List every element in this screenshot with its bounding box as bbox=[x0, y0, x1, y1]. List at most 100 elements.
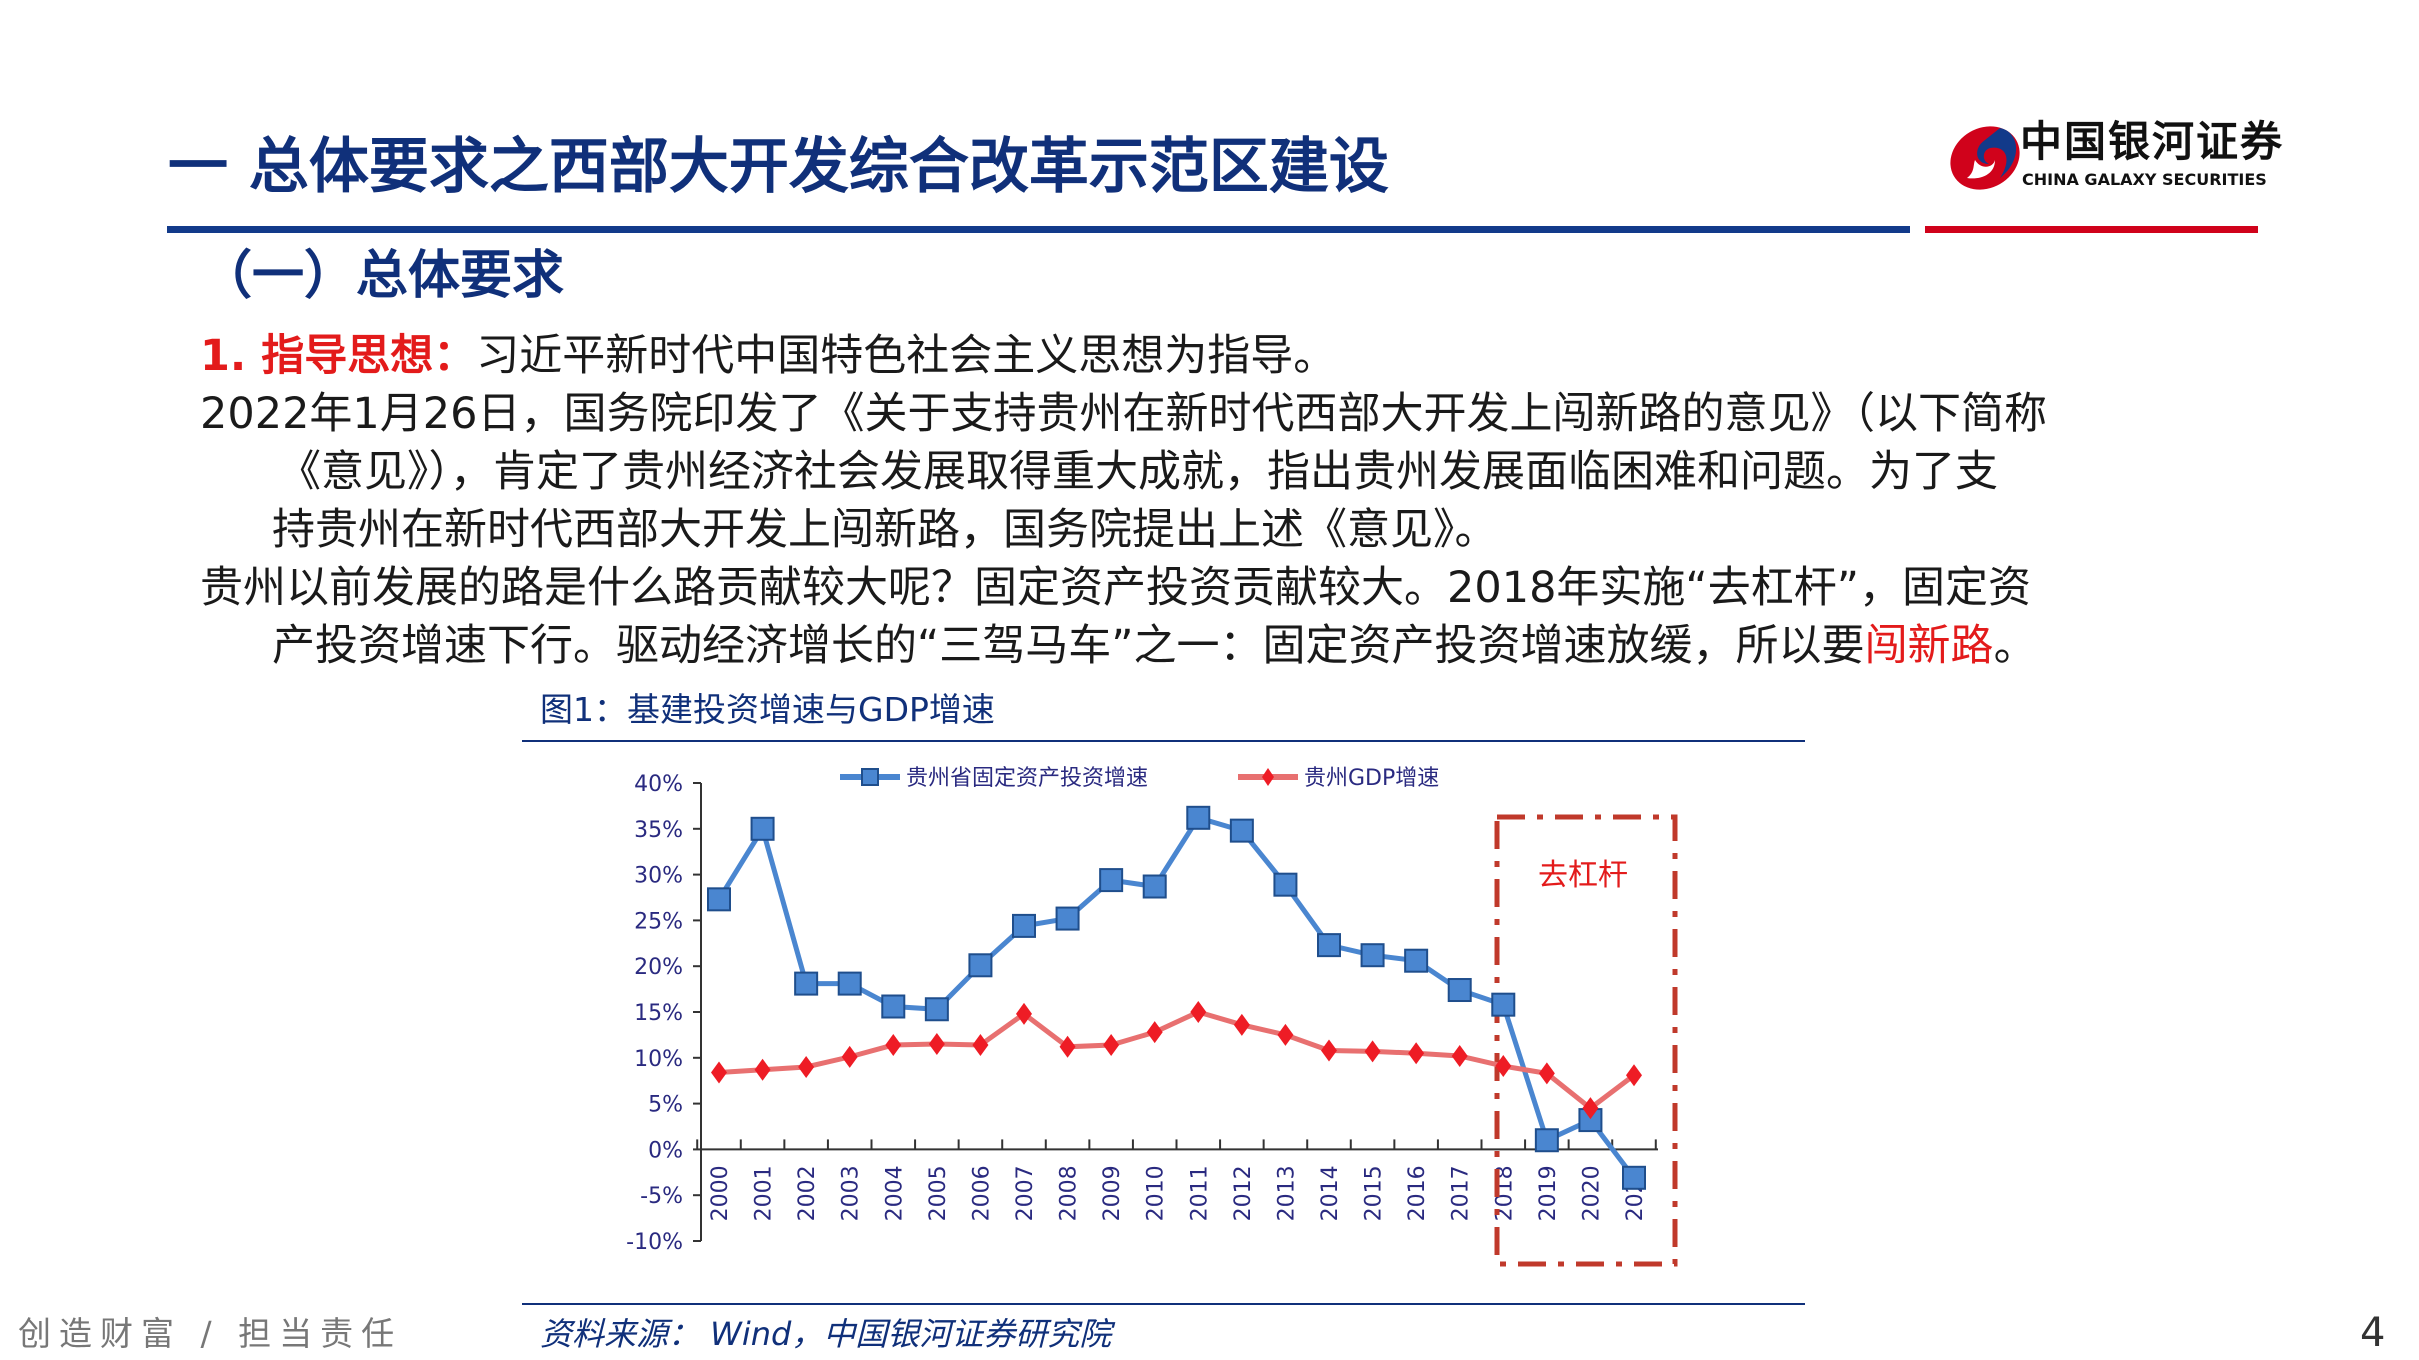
data-point bbox=[1142, 874, 1167, 899]
data-point bbox=[1277, 1023, 1294, 1046]
x-tick-label: 2006 bbox=[969, 1165, 994, 1221]
data-point bbox=[711, 1061, 727, 1084]
x-tick-label: 2011 bbox=[1187, 1165, 1212, 1221]
y-tick-label: 0% bbox=[648, 1138, 683, 1163]
paragraph-2-line-1: 2022年1月26日，国务院印发了《关于支持贵州在新时代西部大开发上闯新路的意见… bbox=[200, 389, 2048, 439]
x-tick-label: 2010 bbox=[1144, 1165, 1169, 1221]
data-point bbox=[1447, 978, 1472, 1003]
data-point bbox=[1451, 1044, 1468, 1067]
data-point bbox=[1360, 943, 1385, 968]
data-point bbox=[1186, 805, 1211, 830]
x-tick-label: 2012 bbox=[1231, 1165, 1256, 1221]
legend-label: 贵州GDP增速 bbox=[1304, 766, 1439, 791]
caption-divider bbox=[522, 740, 1805, 742]
paragraph-2-line-3: 持贵州在新时代西部大开发上闯新路，国务院提出上述《意见》。 bbox=[272, 505, 1498, 555]
data-point bbox=[1099, 868, 1124, 893]
paragraph-1: 1. 指导思想：习近平新时代中国特色社会主义思想为指导。 bbox=[200, 327, 1336, 385]
page-number: 4 bbox=[2360, 1310, 2386, 1356]
paragraph-1-text: 习近平新时代中国特色社会主义思想为指导。 bbox=[476, 331, 1337, 381]
y-tick-label: -10% bbox=[626, 1230, 683, 1255]
x-tick-label: 2003 bbox=[839, 1165, 864, 1221]
header-divider-blue bbox=[167, 226, 1910, 233]
logo-text-en: CHINA GALAXY SECURITIES bbox=[2022, 170, 2267, 189]
x-tick-label: 2002 bbox=[795, 1165, 820, 1221]
data-point bbox=[798, 1055, 815, 1078]
y-tick-label: 15% bbox=[634, 1001, 683, 1026]
y-tick-label: 25% bbox=[634, 909, 683, 934]
data-point bbox=[1317, 933, 1341, 958]
figure-source: 资料来源： Wind，中国银河证券研究院 bbox=[540, 1315, 1112, 1353]
data-point bbox=[1146, 1021, 1163, 1044]
galaxy-logo-icon bbox=[1950, 126, 2020, 190]
x-tick-label: 2013 bbox=[1274, 1165, 1299, 1221]
data-point bbox=[1016, 1002, 1032, 1025]
series-line-1 bbox=[718, 1009, 1636, 1112]
paragraph-1-label: 1. 指导思想： bbox=[200, 331, 477, 381]
x-tick-label: 2014 bbox=[1318, 1165, 1343, 1221]
header-divider-red bbox=[1925, 226, 2258, 233]
data-point bbox=[1622, 1165, 1646, 1190]
paragraph-2-line-2: 《意见》），肯定了贵州经济社会发展取得重大成就，指出贵州发展面临困难和问题。为了… bbox=[278, 447, 1998, 497]
data-point bbox=[885, 1033, 902, 1056]
data-point bbox=[1404, 948, 1429, 973]
x-tick-label: 2016 bbox=[1405, 1165, 1430, 1221]
paragraph-3-line-1: 贵州以前发展的路是什么路贡献较大呢？固定资产投资贡献较大。2018年实施“去杠杆… bbox=[200, 563, 2031, 613]
page-title: 一 总体要求之西部大开发综合改革示范区建设 bbox=[168, 132, 1389, 202]
legend-marker bbox=[1262, 768, 1274, 786]
data-point bbox=[1055, 906, 1080, 931]
section-subtitle: （一）总体要求 bbox=[200, 246, 565, 306]
x-tick-label: 2020 bbox=[1579, 1165, 1604, 1221]
highlight-text: 闯新路 bbox=[1864, 621, 1994, 671]
paragraph-3-text: 产投资增速下行。驱动经济增长的“三驾马车”之一：固定资产投资增速放缓，所以要 bbox=[272, 621, 1865, 671]
y-tick-label: 10% bbox=[634, 1047, 683, 1072]
data-point bbox=[881, 994, 906, 1019]
figure-caption: 图1：基建投资增速与GDP增速 bbox=[540, 690, 995, 729]
data-point bbox=[1491, 992, 1516, 1017]
data-point bbox=[1273, 872, 1298, 897]
footer-slogan: 创造财富 / 担当责任 bbox=[18, 1314, 403, 1353]
data-point bbox=[1364, 1040, 1381, 1063]
x-tick-label: 2009 bbox=[1100, 1165, 1125, 1221]
data-point bbox=[1321, 1039, 1337, 1062]
data-point bbox=[1408, 1042, 1425, 1065]
data-point bbox=[707, 887, 731, 912]
data-point bbox=[1534, 1128, 1559, 1153]
y-tick-label: 30% bbox=[634, 864, 683, 889]
x-tick-label: 2001 bbox=[752, 1165, 777, 1221]
x-tick-label: 2017 bbox=[1449, 1165, 1474, 1221]
source-divider bbox=[522, 1303, 1805, 1305]
annotation-box bbox=[1494, 814, 1678, 1267]
data-point bbox=[754, 1058, 771, 1081]
data-point bbox=[1103, 1033, 1120, 1056]
data-point bbox=[1012, 913, 1036, 938]
data-point bbox=[1538, 1062, 1555, 1085]
x-tick-label: 2015 bbox=[1362, 1165, 1387, 1221]
data-point bbox=[1626, 1064, 1642, 1087]
data-point bbox=[1495, 1055, 1512, 1078]
data-point bbox=[1233, 1013, 1250, 1036]
data-point bbox=[972, 1033, 989, 1056]
x-tick-label: 2019 bbox=[1536, 1165, 1561, 1221]
data-point bbox=[1582, 1097, 1599, 1120]
logo-text-cn: 中国银河证券 bbox=[2020, 117, 2285, 166]
line-chart: 40% 35% 30% 25% 20% 15% 10% 5% 0% -5% -10% 2000 2001… bbox=[626, 766, 1678, 1267]
x-tick-label: 2005 bbox=[926, 1165, 951, 1221]
y-tick-label: 20% bbox=[634, 955, 683, 980]
y-tick-label: 5% bbox=[648, 1093, 683, 1118]
legend-label: 贵州省固定资产投资增速 bbox=[906, 766, 1148, 791]
data-point bbox=[794, 971, 819, 996]
paragraph-3-end: 。 bbox=[1993, 621, 2037, 671]
x-tick-label: 2004 bbox=[882, 1165, 907, 1221]
data-point bbox=[924, 997, 949, 1022]
x-tick-label: 2007 bbox=[1013, 1165, 1038, 1221]
x-tick-label: 2000 bbox=[708, 1165, 733, 1221]
data-point bbox=[750, 816, 775, 841]
y-tick-label: 35% bbox=[634, 818, 683, 843]
x-tick-label: 2008 bbox=[1057, 1165, 1082, 1221]
annotation-label: 去杠杆 bbox=[1538, 858, 1628, 893]
paragraph-3-line-2: 产投资增速下行。驱动经济增长的“三驾马车”之一：固定资产投资增速放缓，所以要闯新… bbox=[272, 617, 2037, 675]
series-line-0 bbox=[716, 814, 1636, 1180]
y-tick-label: -5% bbox=[640, 1184, 683, 1209]
data-point bbox=[837, 971, 862, 996]
data-point bbox=[841, 1045, 858, 1068]
